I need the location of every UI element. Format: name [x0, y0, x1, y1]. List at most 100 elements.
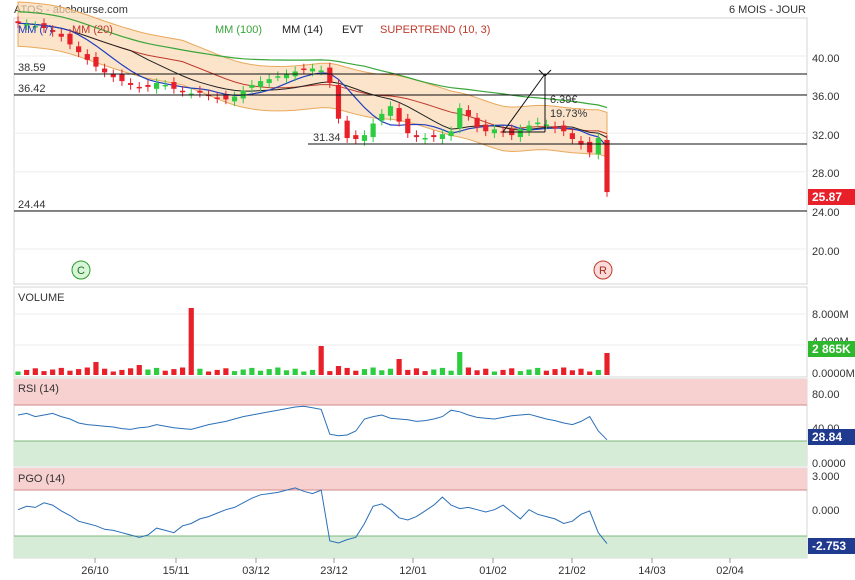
volume-bar[interactable] — [283, 370, 290, 375]
candle[interactable] — [569, 128, 575, 144]
volume-bar[interactable] — [535, 367, 541, 375]
volume-bar[interactable] — [396, 359, 402, 375]
volume-bar[interactable] — [205, 371, 212, 376]
candle[interactable] — [67, 28, 73, 50]
volume-bar[interactable] — [58, 367, 64, 375]
candle[interactable] — [396, 103, 402, 127]
volume-bar[interactable] — [110, 371, 116, 376]
volume-bar[interactable] — [431, 369, 437, 376]
volume-bar[interactable] — [119, 369, 125, 375]
candle[interactable] — [353, 130, 359, 144]
candle[interactable] — [379, 109, 385, 126]
candle[interactable] — [535, 117, 541, 128]
measure-tool[interactable]: 6.39€ 19.73% — [502, 69, 588, 133]
candle[interactable] — [413, 130, 420, 142]
candle[interactable] — [587, 137, 593, 158]
volume-bar[interactable] — [379, 370, 385, 375]
volume-bar[interactable] — [309, 369, 316, 375]
candle[interactable] — [457, 103, 463, 134]
volume-bar[interactable] — [561, 367, 567, 376]
volume-bar[interactable] — [231, 371, 238, 375]
candle[interactable] — [58, 28, 64, 42]
volume-bar[interactable] — [483, 368, 489, 375]
candle[interactable] — [604, 135, 610, 197]
candle[interactable] — [24, 19, 30, 30]
candle[interactable] — [93, 52, 99, 72]
volume-bar[interactable] — [249, 367, 255, 375]
candle[interactable] — [361, 130, 368, 146]
candle[interactable] — [50, 25, 56, 37]
candle[interactable] — [197, 85, 203, 98]
rsi-line[interactable] — [17, 405, 608, 441]
volume-bar[interactable] — [457, 352, 463, 375]
candle[interactable] — [561, 120, 567, 137]
candle[interactable] — [491, 124, 497, 139]
volume-bar[interactable] — [353, 370, 359, 375]
candle[interactable] — [153, 78, 160, 94]
candle[interactable] — [110, 69, 116, 83]
volume-bar[interactable] — [188, 308, 194, 375]
volume-bar[interactable] — [171, 369, 177, 375]
volume-bar[interactable] — [275, 367, 281, 376]
candle[interactable] — [102, 63, 108, 78]
candle[interactable] — [257, 76, 264, 92]
event-marker-r[interactable]: R — [593, 260, 613, 280]
volume-bar[interactable] — [448, 370, 454, 375]
pgo-line[interactable] — [17, 487, 608, 544]
volume-bar[interactable] — [266, 369, 272, 375]
candle[interactable] — [15, 16, 21, 29]
volume-bar[interactable] — [344, 367, 350, 375]
candle[interactable] — [136, 82, 142, 93]
volume-bar[interactable] — [136, 365, 142, 375]
event-marker-c[interactable]: C — [71, 260, 91, 280]
volume-bar[interactable] — [595, 369, 601, 375]
volume-bar[interactable] — [162, 370, 168, 375]
volume-bar[interactable] — [301, 371, 307, 376]
mm14-line[interactable] — [17, 22, 608, 138]
volume-bar[interactable] — [179, 367, 186, 376]
volume-bar[interactable] — [50, 369, 56, 376]
candle[interactable] — [431, 130, 437, 142]
candle[interactable] — [405, 113, 411, 139]
volume-bar[interactable] — [292, 368, 298, 375]
candle[interactable] — [439, 129, 446, 144]
volume-bar[interactable] — [145, 369, 151, 376]
volume-bar[interactable] — [214, 369, 220, 375]
candle[interactable] — [171, 77, 177, 94]
volume-bar[interactable] — [335, 366, 342, 375]
volume-bar[interactable] — [517, 371, 523, 375]
volume-bar[interactable] — [405, 369, 411, 375]
volume-bar[interactable] — [387, 368, 394, 375]
candle[interactable] — [474, 112, 480, 133]
volume-bar[interactable] — [370, 367, 376, 376]
candle[interactable] — [370, 118, 376, 142]
volume-bar[interactable] — [318, 346, 324, 375]
candle[interactable] — [301, 63, 307, 75]
volume-bar[interactable] — [84, 367, 90, 376]
candle[interactable] — [84, 49, 90, 65]
volume-bar[interactable] — [257, 370, 264, 375]
volume-bar[interactable] — [604, 353, 610, 375]
candle[interactable] — [119, 69, 125, 86]
candle[interactable] — [422, 133, 428, 144]
candle[interactable] — [526, 120, 532, 137]
volume-bar[interactable] — [552, 369, 558, 375]
volume-bar[interactable] — [474, 370, 480, 375]
volume-bar[interactable] — [67, 370, 73, 375]
candle[interactable] — [145, 80, 151, 92]
candle[interactable] — [214, 92, 220, 104]
volume-bar[interactable] — [526, 369, 532, 376]
candle[interactable] — [387, 101, 394, 121]
candle[interactable] — [465, 105, 472, 121]
candle[interactable] — [231, 91, 238, 107]
candle[interactable] — [552, 121, 558, 134]
volume-bar[interactable] — [439, 367, 446, 375]
candle[interactable] — [128, 78, 134, 90]
candle[interactable] — [32, 21, 38, 31]
volume-bar[interactable] — [41, 371, 47, 375]
volume-bar[interactable] — [153, 367, 160, 375]
volume-bar[interactable] — [491, 371, 497, 376]
candle[interactable] — [595, 133, 601, 160]
volume-bar[interactable] — [465, 367, 472, 376]
